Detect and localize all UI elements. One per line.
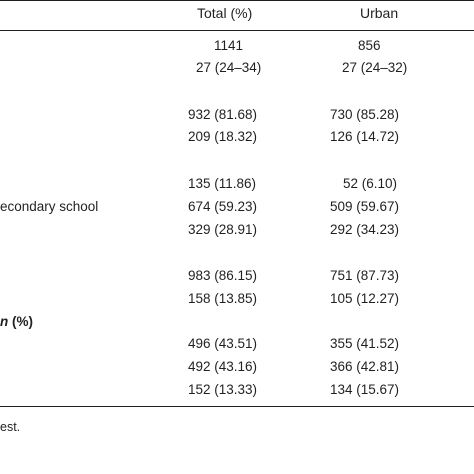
table-footnote: est. [0,420,21,434]
cell-urban: 27 (24–32) [342,60,408,75]
cell-total: 674 (59.23) [188,199,258,214]
cell-urban: 751 (87.73) [330,268,400,283]
cell-total: 1141 [214,38,244,53]
cell-urban: 126 (14.72) [330,129,400,144]
section-n-suffix: (%) [8,314,33,329]
cell-urban: 134 (15.67) [330,382,400,397]
section-n-italic: n [0,314,9,329]
cell-total: 492 (43.16) [188,359,258,374]
header-urban: Urban [360,5,399,21]
cell-total: 329 (28.91) [188,222,258,237]
cell-urban: 292 (34.23) [330,222,400,237]
cell-urban: 52 (6.10) [343,176,398,191]
header-rule [0,30,474,32]
cell-urban: 366 (42.81) [330,359,400,374]
cell-urban: 856 [358,38,381,53]
cell-total: 932 (81.68) [188,107,258,122]
cell-total: 983 (86.15) [188,268,258,283]
cell-total: 152 (13.33) [188,382,258,397]
cell-urban: 105 (12.27) [330,291,400,306]
table-bottom-rule [0,406,474,408]
cell-total: 496 (43.51) [188,336,258,351]
cell-urban: 355 (41.52) [330,336,400,351]
cell-total: 27 (24–34) [196,60,262,75]
cell-urban: 730 (85.28) [330,107,400,122]
cell-urban: 509 (59.67) [330,199,400,214]
row-label-secondary-school: econdary school [0,199,99,214]
header-total: Total (%) [197,5,253,21]
table-top-rule [0,0,474,2]
cell-total: 158 (13.85) [188,291,258,306]
row-label-section-n: n (%) [0,314,33,330]
cell-total: 135 (11.86) [188,176,257,191]
cell-total: 209 (18.32) [188,129,258,144]
